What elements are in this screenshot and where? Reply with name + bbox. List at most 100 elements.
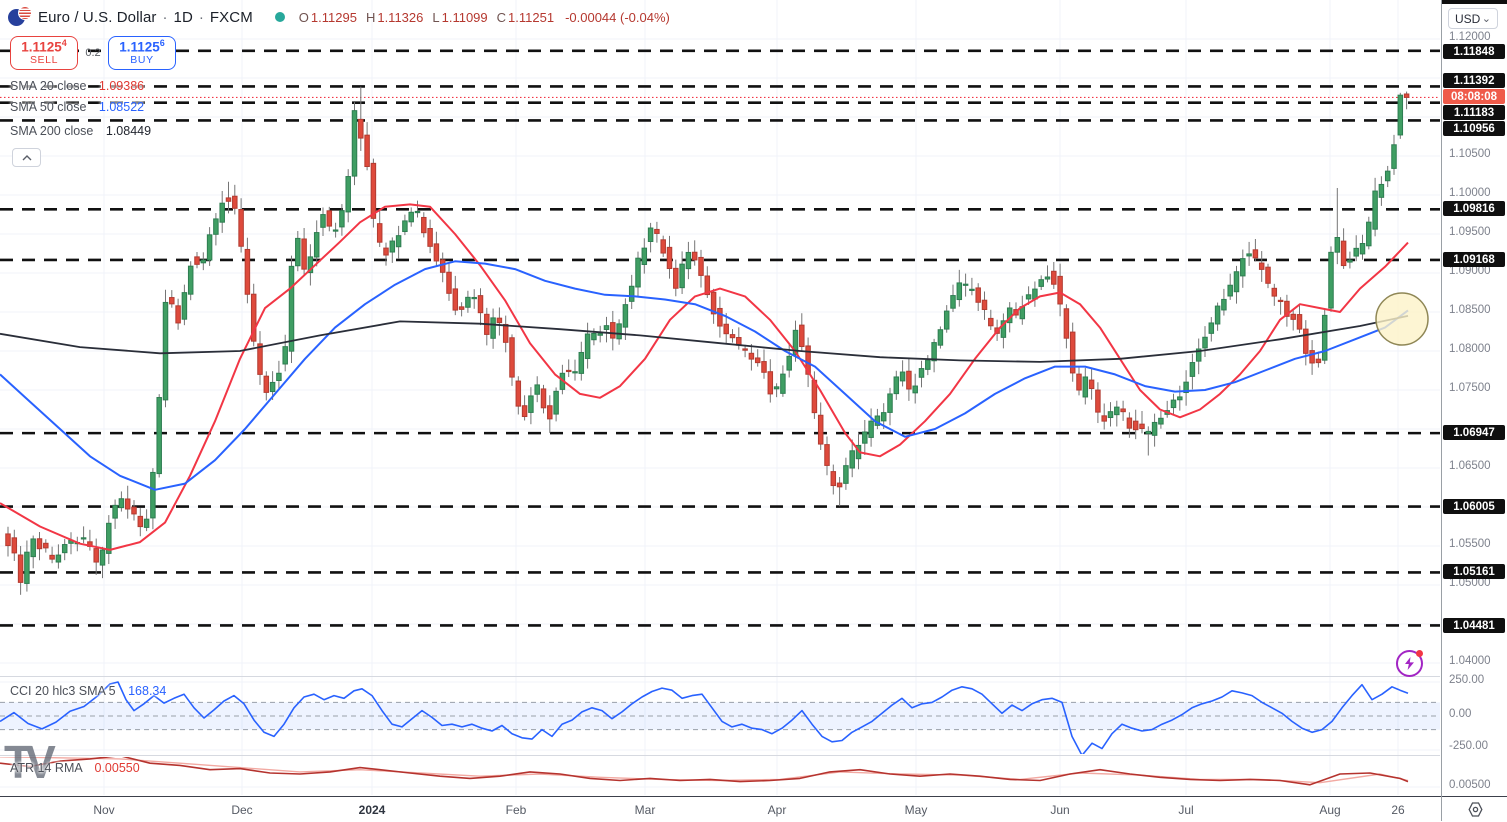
candle[interactable] [786, 355, 792, 371]
candle[interactable] [389, 240, 396, 253]
time-axis[interactable]: Nov Dec 2024 Feb Mar Apr May Jun Jul Aug 26 [0, 796, 1441, 822]
candle[interactable] [893, 376, 900, 395]
candle[interactable] [1025, 294, 1032, 300]
candle[interactable] [156, 397, 162, 475]
sma20-line[interactable] [0, 203, 1409, 551]
candle[interactable] [43, 542, 49, 549]
candle[interactable] [150, 471, 156, 519]
candle[interactable] [610, 322, 616, 339]
atr-line[interactable] [0, 756, 1409, 786]
candle[interactable] [780, 373, 786, 394]
candle[interactable] [106, 522, 112, 554]
candle[interactable] [1391, 144, 1397, 169]
candle[interactable] [1063, 308, 1070, 339]
candle[interactable] [1057, 275, 1063, 305]
candle[interactable] [1195, 348, 1202, 362]
candle[interactable] [868, 420, 874, 438]
candle[interactable] [232, 195, 238, 209]
candle[interactable] [1403, 93, 1410, 98]
candle[interactable] [1151, 421, 1158, 436]
candle[interactable] [666, 246, 673, 270]
candle[interactable] [1240, 258, 1246, 277]
candle[interactable] [830, 471, 837, 487]
candle[interactable] [1265, 266, 1271, 284]
candle[interactable] [578, 351, 585, 374]
candle[interactable] [603, 325, 610, 330]
candle[interactable] [339, 210, 345, 228]
candle[interactable] [263, 375, 270, 393]
candle[interactable] [1378, 183, 1385, 198]
candle[interactable] [200, 259, 207, 264]
highlight-circle-annotation[interactable] [1375, 292, 1429, 346]
candle[interactable] [1309, 350, 1315, 364]
candle[interactable] [717, 307, 723, 327]
candle[interactable] [572, 371, 578, 374]
candle[interactable] [301, 238, 307, 270]
candle[interactable] [206, 234, 213, 261]
candle[interactable] [408, 211, 414, 223]
candle[interactable] [93, 548, 99, 563]
candle[interactable] [1328, 251, 1334, 309]
candle[interactable] [1340, 240, 1347, 267]
candle[interactable] [213, 218, 219, 235]
candle[interactable] [1170, 399, 1177, 409]
candle[interactable] [767, 371, 774, 395]
sma50-line[interactable] [0, 260, 1409, 491]
candle[interactable] [269, 381, 276, 393]
candle[interactable] [1076, 373, 1082, 391]
candle[interactable] [351, 110, 358, 177]
candle[interactable] [1384, 170, 1391, 182]
candle[interactable] [465, 296, 471, 308]
candle[interactable] [439, 259, 446, 273]
sma20-legend[interactable]: SMA 20 close 1.09386 [10, 79, 144, 94]
candle[interactable] [1177, 396, 1183, 401]
candle[interactable] [1359, 243, 1366, 255]
candle[interactable] [276, 372, 282, 382]
candle[interactable] [969, 288, 975, 291]
candle[interactable] [1303, 328, 1309, 354]
candle[interactable] [1208, 322, 1215, 334]
candle[interactable] [937, 329, 944, 346]
candle[interactable] [862, 431, 868, 444]
candle[interactable] [112, 504, 118, 519]
candle[interactable] [282, 346, 288, 365]
candle[interactable] [962, 283, 969, 286]
candle[interactable] [124, 498, 131, 510]
candle[interactable] [61, 544, 68, 554]
candle[interactable] [647, 227, 654, 242]
candle[interactable] [187, 265, 194, 295]
candle[interactable] [1284, 300, 1290, 317]
candle[interactable] [1347, 259, 1353, 263]
candle[interactable] [1202, 336, 1208, 349]
candle[interactable] [761, 361, 767, 373]
candle[interactable] [906, 370, 912, 390]
candle[interactable] [1158, 417, 1164, 425]
candle[interactable] [691, 251, 698, 261]
candle[interactable] [376, 223, 383, 243]
events-lightning-icon[interactable] [1396, 650, 1423, 677]
candle[interactable] [320, 214, 326, 228]
candle[interactable] [433, 243, 440, 262]
cci-legend[interactable]: CCI 20 hlc3 SMA 5 168.34 [10, 684, 166, 699]
candle[interactable] [24, 551, 30, 584]
candle[interactable] [1120, 408, 1126, 413]
candle[interactable] [912, 385, 918, 394]
candle[interactable] [30, 538, 36, 558]
candle[interactable] [1372, 190, 1378, 230]
candle[interactable] [313, 232, 320, 258]
candle[interactable] [307, 256, 314, 274]
candle[interactable] [402, 220, 408, 233]
sma200-line[interactable] [0, 315, 1409, 363]
candle[interactable] [836, 482, 843, 488]
candle[interactable] [181, 292, 188, 320]
candle[interactable] [414, 210, 421, 214]
candle[interactable] [824, 444, 830, 466]
candle[interactable] [635, 257, 641, 288]
candle[interactable] [99, 549, 106, 566]
candle[interactable] [80, 537, 87, 540]
candle[interactable] [1095, 389, 1101, 413]
candle[interactable] [723, 323, 729, 335]
candle[interactable] [137, 515, 144, 528]
candle[interactable] [1353, 247, 1359, 257]
candle[interactable] [792, 329, 799, 356]
